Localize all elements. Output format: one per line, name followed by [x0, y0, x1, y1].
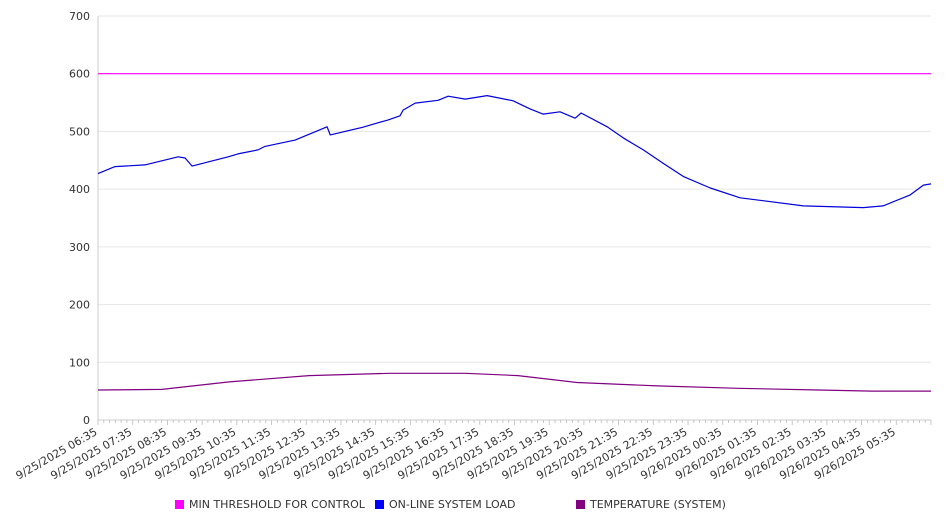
- y-tick-label: 0: [83, 414, 90, 427]
- y-tick-label: 300: [69, 241, 90, 254]
- legend-swatch-purple: [576, 500, 585, 509]
- y-tick-label: 500: [69, 125, 90, 138]
- legend-item-min-threshold[interactable]: MIN THRESHOLD FOR CONTROL: [175, 498, 365, 511]
- y-tick-label: 200: [69, 299, 90, 312]
- y-tick-label: 400: [69, 183, 90, 196]
- legend-swatch-magenta: [175, 500, 184, 509]
- legend-swatch-blue: [375, 500, 384, 509]
- legend-label: MIN THRESHOLD FOR CONTROL: [189, 498, 365, 511]
- series-system-load-line: [97, 94, 932, 209]
- legend-item-system-load[interactable]: ON-LINE SYSTEM LOAD: [375, 498, 515, 511]
- y-tick-label: 700: [69, 10, 90, 23]
- legend-label: TEMPERATURE (SYSTEM): [590, 498, 726, 511]
- y-tick-label: 600: [69, 68, 90, 81]
- series-temperature-line: [97, 372, 931, 392]
- legend-label: ON-LINE SYSTEM LOAD: [389, 498, 516, 511]
- legend: MIN THRESHOLD FOR CONTROL ON-LINE SYSTEM…: [0, 498, 946, 514]
- y-tick-label: 100: [69, 356, 90, 369]
- legend-item-temperature[interactable]: TEMPERATURE (SYSTEM): [576, 498, 726, 511]
